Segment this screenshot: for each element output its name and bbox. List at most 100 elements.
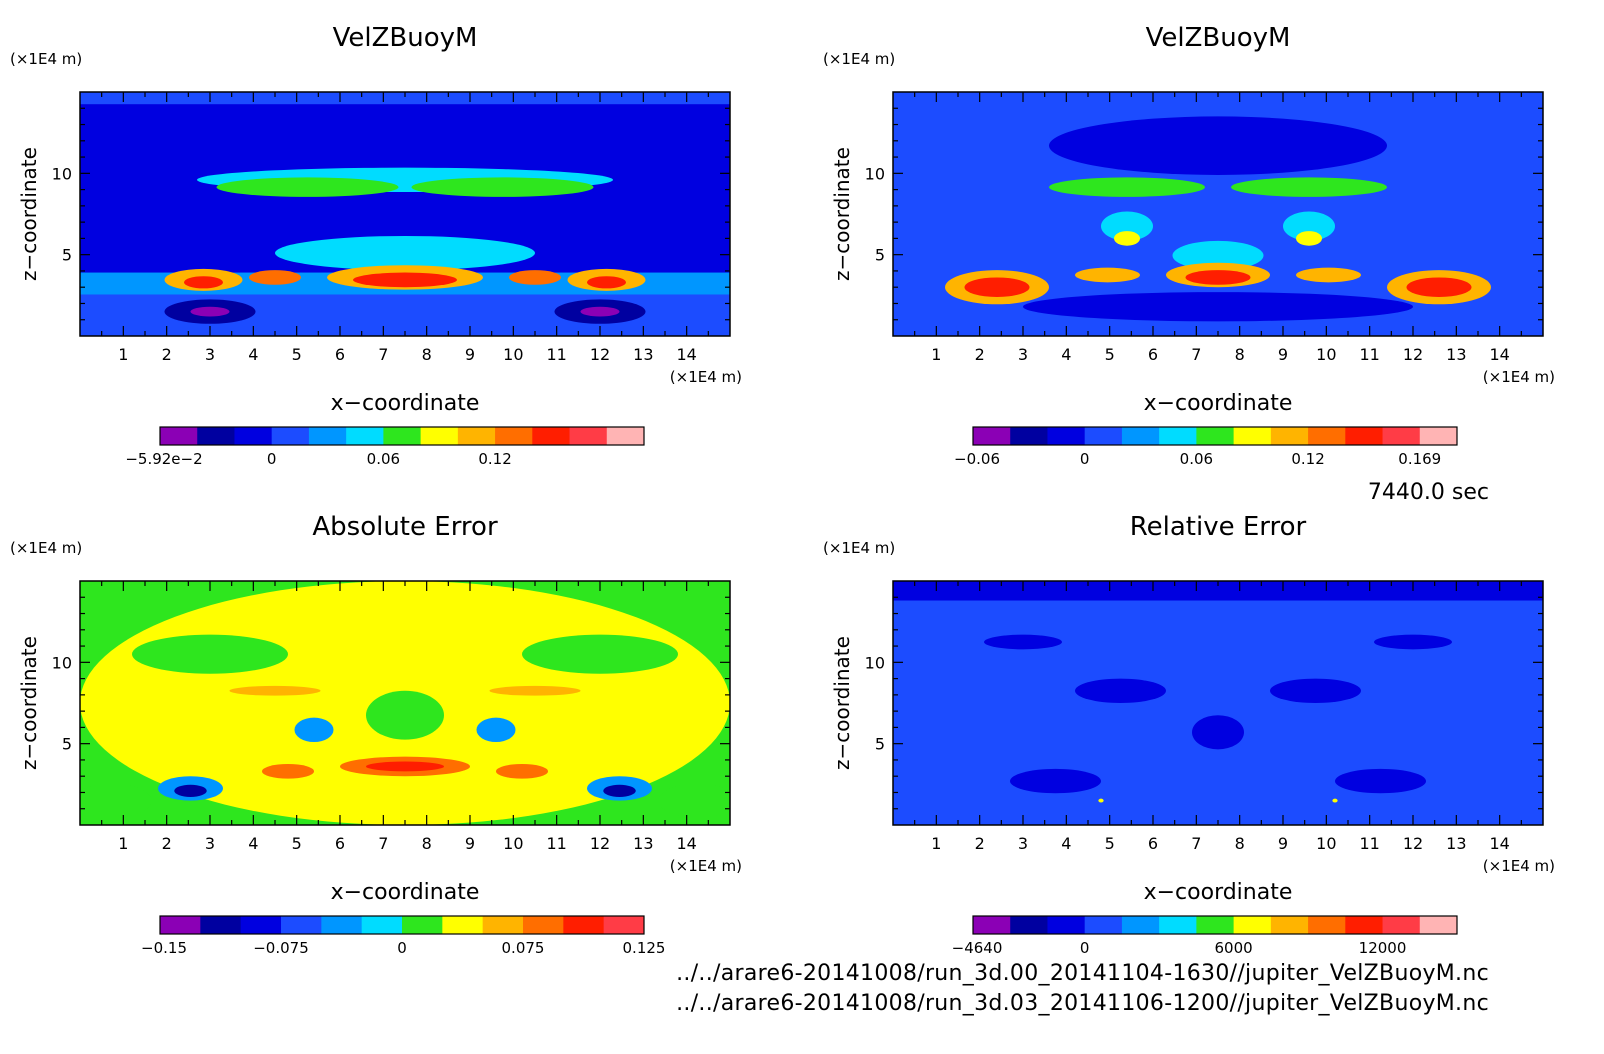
y-tick-label: 10 — [865, 164, 885, 183]
contour-region — [80, 783, 152, 818]
colorbar-swatch — [532, 427, 571, 445]
colorbar-swatch — [1047, 916, 1086, 934]
colorbar-frame — [159, 426, 645, 446]
contour-region — [249, 270, 301, 285]
colorbar: −5.92e−2 0 0.06 0.12 — [125, 426, 645, 468]
colorbar-swatch — [383, 427, 422, 445]
contour-region — [1172, 240, 1264, 271]
colorbar-swatch — [973, 427, 1011, 445]
contour-region — [1010, 768, 1101, 794]
colorbar-swatch — [1159, 427, 1197, 445]
contour-region — [1270, 678, 1361, 703]
colorbar-tick-label: −0.15 — [141, 939, 187, 957]
y-tick-label: 5 — [875, 735, 885, 754]
colorbar-swatch — [1419, 427, 1458, 445]
colorbar-swatch — [1159, 916, 1197, 934]
x-tick-label: 10 — [503, 834, 523, 853]
colorbar-tick-label: 0 — [267, 450, 277, 468]
x-tick-label: 1 — [931, 345, 941, 364]
colorbar-swatch — [1121, 427, 1160, 445]
colorbar-swatch — [197, 427, 235, 445]
contour-region — [174, 784, 207, 797]
x-tick-label: 3 — [205, 834, 215, 853]
contour-region — [262, 764, 314, 779]
colorbar-swatch — [1308, 916, 1346, 934]
x-tick-label: 7 — [1191, 345, 1201, 364]
contour-region — [1406, 277, 1472, 297]
colorbar-tick-label: 0.06 — [367, 450, 400, 468]
colorbar-tick-label: 0 — [1080, 450, 1090, 468]
colorbar-tick-label: 0 — [1080, 939, 1090, 957]
colorbar: −4640 0 6000 12000 — [952, 915, 1458, 957]
x-unit-label: (×1E4 m) — [1483, 857, 1555, 875]
contour-region — [496, 764, 548, 779]
contour-region — [509, 270, 561, 285]
colorbar-swatch — [603, 916, 645, 934]
colorbar-swatch — [523, 916, 564, 934]
footer-file-1: ../../arare6-20141008/run_3d.00_20141104… — [676, 961, 1489, 986]
contour-region — [1332, 798, 1338, 803]
colorbar-swatch — [1419, 916, 1458, 934]
x-tick-label: 9 — [465, 834, 475, 853]
contour-region — [190, 306, 230, 317]
x-axis-label: x−coordinate — [1144, 880, 1293, 905]
colorbar-swatch — [563, 916, 605, 934]
x-tick-label: 13 — [1446, 345, 1466, 364]
colorbar-swatch — [569, 427, 608, 445]
colorbar-swatch — [1196, 916, 1235, 934]
colorbar-swatch — [160, 916, 201, 934]
colorbar-swatch — [271, 427, 310, 445]
colorbar-swatch — [1196, 427, 1235, 445]
contour-region — [294, 717, 334, 743]
x-tick-label: 8 — [422, 834, 432, 853]
colorbar-swatch — [1084, 916, 1123, 934]
contour-region — [1075, 267, 1140, 283]
colorbar-swatch — [1047, 427, 1086, 445]
x-tick-label: 7 — [378, 345, 388, 364]
colorbar-swatch — [457, 427, 496, 445]
x-tick-label: 7 — [1191, 834, 1201, 853]
contour-region — [366, 690, 444, 740]
colorbar-swatch — [420, 427, 459, 445]
x-tick-label: 2 — [162, 345, 172, 364]
colorbar-tick-label: 0.125 — [623, 939, 666, 957]
chart-title: VelZBuoyM — [1146, 23, 1291, 53]
colorbar-frame — [972, 426, 1458, 446]
chart-title: Absolute Error — [312, 512, 498, 542]
colorbar-swatch — [606, 427, 645, 445]
colorbar-swatch — [1084, 427, 1123, 445]
contour-region — [964, 277, 1030, 297]
time-label: 7440.0 sec — [1367, 480, 1489, 505]
contour-region — [1296, 231, 1322, 246]
contour-region — [80, 92, 730, 105]
x-tick-label: 12 — [1403, 834, 1423, 853]
x-unit-label: (×1E4 m) — [670, 857, 742, 875]
colorbar-tick-label: 0.12 — [478, 450, 511, 468]
contour-region — [275, 235, 535, 271]
contour-region — [1374, 634, 1452, 650]
x-unit-label: (×1E4 m) — [1483, 368, 1555, 386]
x-tick-label: 7 — [378, 834, 388, 853]
x-unit-label: (×1E4 m) — [670, 368, 742, 386]
colorbar-swatch — [495, 427, 533, 445]
contour-region — [587, 276, 626, 289]
x-tick-label: 12 — [590, 834, 610, 853]
contour-region — [411, 177, 594, 197]
contour-region — [1075, 678, 1166, 703]
x-tick-label: 4 — [248, 834, 258, 853]
x-tick-label: 14 — [1489, 345, 1509, 364]
x-tick-label: 11 — [1359, 345, 1379, 364]
colorbar-swatch — [234, 427, 273, 445]
contour-region — [580, 306, 620, 317]
colorbar-swatch — [160, 427, 198, 445]
contour-region — [603, 784, 636, 797]
colorbar-swatch — [1308, 427, 1346, 445]
colorbar-swatch — [1121, 916, 1160, 934]
contour-region — [1283, 211, 1335, 241]
contour-region — [229, 685, 321, 696]
colorbar-swatch — [281, 916, 322, 934]
contour-region — [1098, 798, 1104, 803]
colorbar-swatch — [361, 916, 403, 934]
y-tick-label: 10 — [52, 653, 72, 672]
